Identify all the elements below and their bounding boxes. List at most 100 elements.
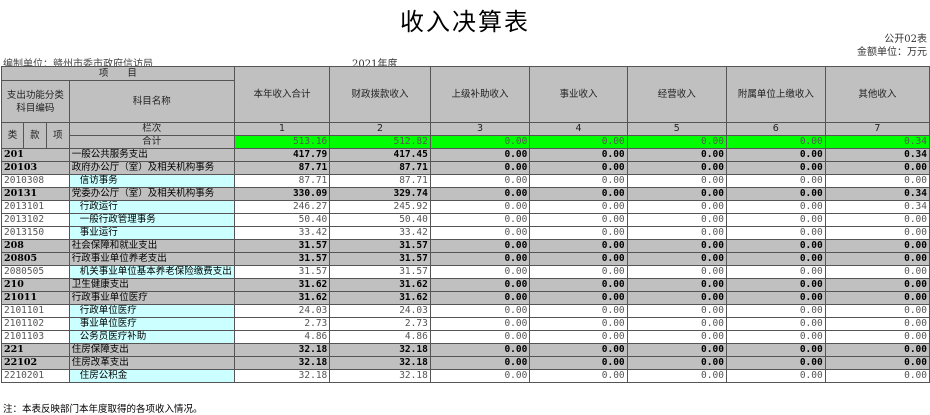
row-value: 0.00 — [725, 174, 826, 188]
col-header: 事业收入 — [529, 66, 628, 123]
header-kuan: 款 — [22, 122, 47, 149]
row-value: 0.00 — [429, 317, 531, 331]
row-name: 党委办公厅（室）及相关机构事务 — [68, 187, 235, 201]
row-code: 21011 — [1, 291, 70, 305]
row-value: 0.00 — [429, 343, 531, 357]
row-value: 33.42 — [329, 226, 431, 240]
row-value: 0.00 — [725, 343, 826, 357]
row-name: 住房公积金 — [68, 369, 235, 383]
row-value: 0.00 — [824, 330, 930, 344]
row-value: 0.00 — [429, 291, 531, 305]
row-value: 0.00 — [824, 343, 930, 357]
col-header: 本年收入合计 — [233, 66, 331, 123]
row-value: 0.00 — [626, 252, 727, 266]
col-header: 经营收入 — [626, 66, 727, 123]
row-code: 22102 — [1, 356, 70, 370]
row-value: 0.00 — [429, 356, 531, 370]
col-number: 4 — [529, 122, 628, 136]
total-label: 合计 — [68, 135, 235, 149]
row-value: 0.00 — [429, 148, 531, 162]
row-value: 0.00 — [824, 317, 930, 331]
row-value: 0.00 — [429, 161, 531, 175]
row-code: 2101102 — [1, 317, 70, 331]
table-row: 201 一般公共服务支出 417.79 417.45 0.00 0.00 0.00 0.00 0… — [1, 148, 930, 162]
total-value: 0.00 — [429, 135, 531, 149]
row-value: 0.00 — [529, 278, 628, 292]
row-value: 0.00 — [429, 187, 531, 201]
table-row: 22102 住房改革支出 32.18 32.18 0.00 0.00 0.00 0.00 0.0… — [1, 356, 930, 370]
row-code: 2013150 — [1, 226, 70, 240]
row-value: 4.86 — [233, 330, 331, 344]
table-row: 2101103 公务员医疗补助 4.86 4.86 0.00 0.00 0.00 0.00 0.… — [1, 330, 930, 344]
row-value: 32.18 — [233, 343, 331, 357]
row-value: 0.00 — [429, 330, 531, 344]
row-value: 0.00 — [626, 304, 727, 318]
table-row: 2013150 事业运行 33.42 33.42 0.00 0.00 0.00 0.00 0.0… — [1, 226, 930, 240]
total-value: 513.16 — [233, 135, 331, 149]
col-number: 5 — [626, 122, 727, 136]
amount-unit: 金额单位：万元 — [857, 47, 927, 58]
row-code: 2101101 — [1, 304, 70, 318]
row-value: 0.00 — [725, 278, 826, 292]
reporting-org: 编制单位：赣州市委市政府信访局 — [3, 59, 153, 70]
row-value: 417.45 — [329, 148, 431, 162]
col-header: 其他收入 — [824, 66, 930, 123]
row-value: 0.00 — [725, 161, 826, 175]
row-value: 2.73 — [329, 317, 431, 331]
row-name: 住房保障支出 — [68, 343, 235, 357]
row-value: 87.71 — [233, 174, 331, 188]
col-header: 上级补助收入 — [429, 66, 531, 123]
row-value: 0.00 — [824, 252, 930, 266]
row-name: 卫生健康支出 — [68, 278, 235, 292]
row-value: 0.00 — [824, 265, 930, 279]
row-value: 31.57 — [329, 265, 431, 279]
row-value: 50.40 — [329, 213, 431, 227]
fiscal-year: 2021年度 — [352, 59, 398, 70]
table-row: 2013102 一般行政管理事务 50.40 50.40 0.00 0.00 0.00 0.0… — [1, 213, 930, 227]
row-name: 行政单位医疗 — [68, 304, 235, 318]
row-value: 0.00 — [824, 174, 930, 188]
row-value: 87.71 — [233, 161, 331, 175]
row-value: 0.00 — [725, 200, 826, 214]
row-value: 31.62 — [233, 291, 331, 305]
row-value: 32.18 — [329, 369, 431, 383]
row-value: 0.00 — [529, 200, 628, 214]
col-number: 3 — [429, 122, 531, 136]
row-value: 0.00 — [725, 356, 826, 370]
row-value: 0.00 — [725, 213, 826, 227]
row-value: 0.00 — [429, 226, 531, 240]
row-code: 208 — [1, 239, 70, 253]
table-row: 2010308 信访事务 87.71 87.71 0.00 0.00 0.00 0.00 0.0… — [1, 174, 930, 188]
row-value: 0.00 — [529, 187, 628, 201]
row-name: 信访事务 — [68, 174, 235, 188]
col-number: 2 — [329, 122, 431, 136]
row-value: 0.00 — [429, 213, 531, 227]
row-value: 0.00 — [725, 330, 826, 344]
row-code: 20103 — [1, 161, 70, 175]
row-code: 2080505 — [1, 265, 70, 279]
row-value: 0.00 — [725, 265, 826, 279]
row-value: 0.00 — [725, 252, 826, 266]
header-item: 项 目 — [1, 66, 235, 81]
row-value: 31.57 — [233, 252, 331, 266]
row-value: 0.00 — [626, 148, 727, 162]
row-value: 0.00 — [529, 161, 628, 175]
row-value: 0.00 — [824, 226, 930, 240]
row-name: 行政运行 — [68, 200, 235, 214]
row-value: 0.00 — [626, 291, 727, 305]
row-value: 0.00 — [824, 278, 930, 292]
row-name: 政府办公厅（室）及相关机构事务 — [68, 161, 235, 175]
table-row: 21011 行政事业单位医疗 31.62 31.62 0.00 0.00 0.00 0.00 0… — [1, 291, 930, 305]
row-value: 0.00 — [824, 356, 930, 370]
row-value: 0.00 — [529, 265, 628, 279]
row-name: 住房改革支出 — [68, 356, 235, 370]
row-value: 31.62 — [233, 278, 331, 292]
table-note: 注：本表反映部门本年度取得的各项收入情况。 — [3, 404, 203, 415]
row-value: 0.00 — [529, 317, 628, 331]
row-value: 0.00 — [529, 330, 628, 344]
row-value: 2.73 — [233, 317, 331, 331]
row-value: 0.34 — [824, 200, 930, 214]
row-value: 0.00 — [529, 343, 628, 357]
row-value: 0.00 — [626, 200, 727, 214]
row-value: 0.00 — [725, 291, 826, 305]
